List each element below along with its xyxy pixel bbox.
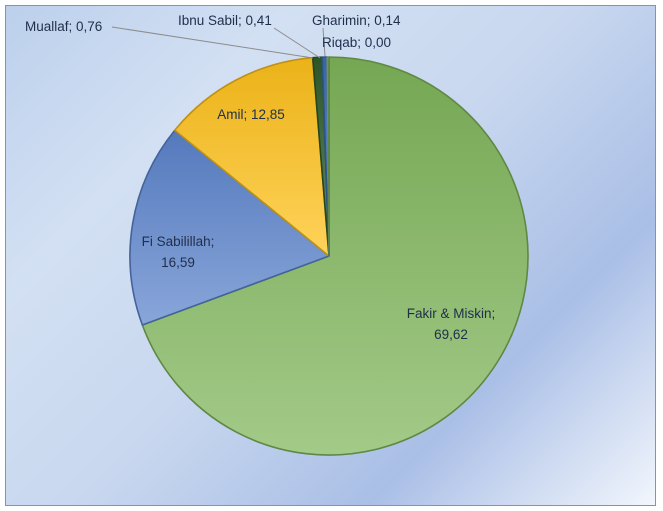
pie-slice-fi-sabilillah <box>129 129 330 326</box>
data-label-riqab: Riqab; 0,00 <box>322 35 391 50</box>
data-label-ibnu-sabil: Ibnu Sabil; 0,41 <box>178 13 272 28</box>
pie-chart: Fakir & Miskin; 69,62 Fi Sabilillah; 16,59 A… <box>25 13 529 456</box>
data-label-gharimin: Gharimin; 0,14 <box>312 13 401 28</box>
leader-line-gharimin <box>322 27 326 57</box>
data-label-fakir-miskin: Fakir & Miskin; 69,62 <box>407 306 496 342</box>
data-label-fi-sabilillah: Fi Sabilillah; 16,59 <box>142 234 215 270</box>
chart-area: Fakir & Miskin; 69,62 Fi Sabilillah; 16,59 A… <box>5 5 656 506</box>
leader-line-muallaf <box>111 26 314 59</box>
data-label-amil: Amil; 12,85 <box>217 107 285 122</box>
pie-slice-fakir-miskin <box>141 56 529 456</box>
leader-line-ibnu-sabil <box>273 27 321 59</box>
pie-slice-amil <box>174 56 330 257</box>
data-label-muallaf: Muallaf; 0,76 <box>25 19 102 34</box>
